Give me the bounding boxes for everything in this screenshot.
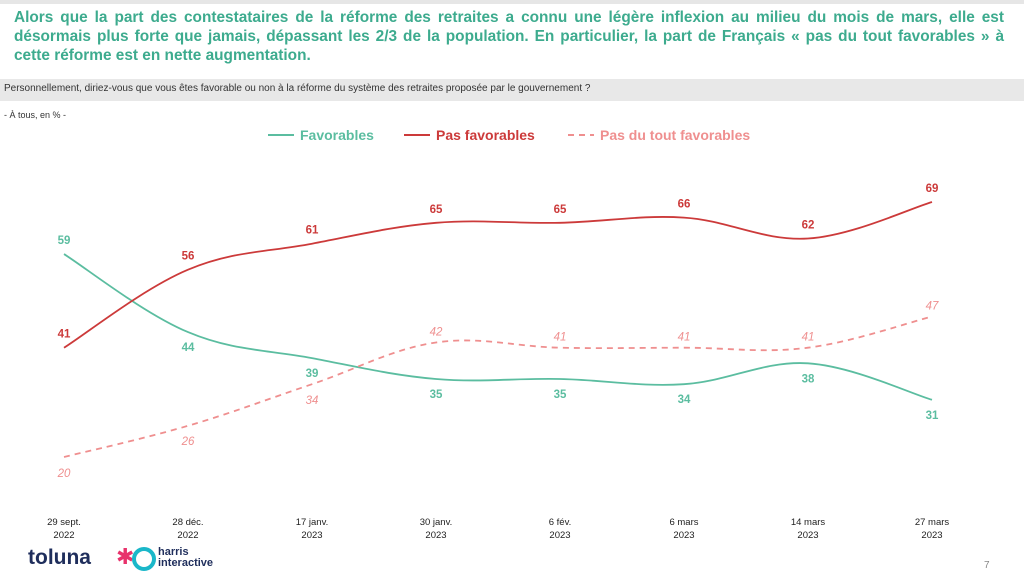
harris-line1: harris [158,546,189,558]
x-tick-label-7: 27 mars [915,517,950,528]
data-label-pas-du-tout-favorables-5: 41 [678,332,691,344]
data-label-favorables-5: 34 [678,394,691,406]
x-tick-label-6: 14 mars [791,517,826,528]
x-tick-label-4: 6 fév. [549,517,572,528]
x-tick-year-3: 2023 [425,530,446,541]
series-line-pas-favorables [63,201,933,349]
data-label-favorables-3: 35 [430,389,443,401]
data-label-pas-favorables-0: 41 [58,329,71,341]
harris-ring-icon [132,547,156,571]
x-tick-year-0: 2022 [53,530,74,541]
data-label-pas-favorables-2: 61 [306,225,319,237]
data-label-pas-favorables-7: 69 [926,183,939,195]
page-number: 7 [984,560,990,571]
x-tick-label-5: 6 mars [669,517,698,528]
x-tick-year-5: 2023 [673,530,694,541]
question-bar: Personnellement, diriez-vous que vous êt… [0,79,1024,101]
top-border [0,0,1024,4]
harris-line2: interactive [158,557,214,569]
data-label-pas-favorables-1: 56 [182,251,195,263]
x-tick-year-4: 2023 [549,530,570,541]
data-label-pas-favorables-5: 66 [678,199,691,211]
data-label-pas-du-tout-favorables-0: 20 [57,468,71,480]
data-label-favorables-6: 38 [802,373,815,385]
data-label-pas-favorables-4: 65 [554,204,567,216]
headline: Alors que la part des contestataires de … [14,9,1004,64]
data-label-favorables-0: 59 [58,235,71,247]
x-tick-label-3: 30 janv. [420,517,453,528]
legend-label-pas-du-tout-favorables: Pas du tout favorables [600,127,750,143]
data-label-pas-du-tout-favorables-6: 41 [802,332,815,344]
data-label-pas-favorables-3: 65 [430,204,443,216]
series-line-favorables [63,253,933,401]
data-label-pas-du-tout-favorables-1: 26 [181,436,195,448]
data-label-favorables-1: 44 [182,342,195,354]
data-label-pas-du-tout-favorables-7: 47 [926,301,939,313]
harris-logo-text: harris interactive [158,547,213,569]
data-label-pas-du-tout-favorables-2: 34 [306,395,319,407]
data-label-favorables-7: 31 [926,410,939,422]
survey-question: Personnellement, diriez-vous que vous êt… [4,83,591,94]
toluna-logo-text: toluna [28,546,91,569]
legend-label-favorables: Favorables [300,127,374,143]
data-label-pas-favorables-6: 62 [802,220,815,232]
x-tick-year-1: 2022 [177,530,198,541]
x-tick-label-2: 17 janv. [296,517,329,528]
x-tick-year-2: 2023 [301,530,322,541]
data-label-pas-du-tout-favorables-3: 42 [430,327,443,339]
series-line-pas-du-tout-favorables [63,315,933,458]
x-tick-label-0: 29 sept. [47,517,81,528]
x-tick-year-7: 2023 [921,530,942,541]
data-label-favorables-2: 39 [306,368,319,380]
data-label-favorables-4: 35 [554,389,567,401]
line-chart: Favorables Pas favorables Pas du tout favo… [47,127,950,541]
star-icon: ✱ [116,544,135,569]
legend-label-pas-favorables: Pas favorables [436,127,535,143]
x-tick-label-1: 28 déc. [172,517,203,528]
base-note: - À tous, en % - [4,110,67,120]
data-label-pas-du-tout-favorables-4: 41 [554,332,567,344]
x-tick-year-6: 2023 [797,530,818,541]
